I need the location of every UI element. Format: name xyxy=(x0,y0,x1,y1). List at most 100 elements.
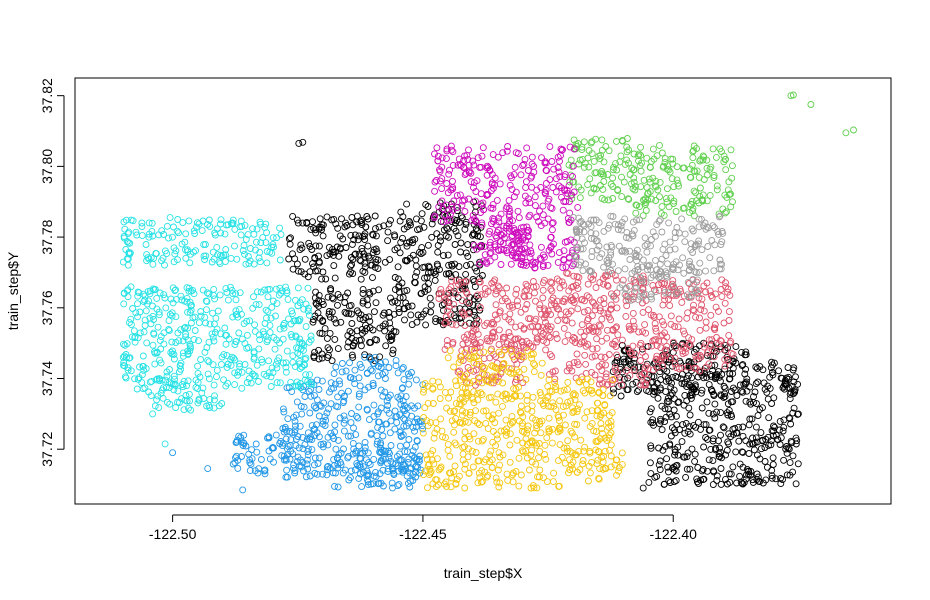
data-point xyxy=(169,449,177,457)
data-point xyxy=(712,373,720,381)
data-point xyxy=(464,418,472,426)
data-point xyxy=(545,246,553,254)
data-point xyxy=(373,432,381,440)
data-point xyxy=(120,290,128,297)
data-point xyxy=(327,287,335,295)
data-point xyxy=(579,267,587,275)
data-point xyxy=(361,253,369,261)
data-point xyxy=(299,434,307,441)
data-point xyxy=(687,240,695,248)
data-point xyxy=(231,242,238,250)
data-point xyxy=(717,337,724,344)
data-point xyxy=(418,289,425,297)
data-point xyxy=(171,381,179,389)
data-point xyxy=(334,345,342,353)
data-point xyxy=(195,319,203,327)
data-point xyxy=(512,188,520,196)
data-point xyxy=(739,480,747,488)
data-point xyxy=(444,440,452,448)
data-point xyxy=(429,385,437,393)
data-point xyxy=(171,250,179,258)
data-point xyxy=(217,360,225,368)
data-point xyxy=(355,392,363,400)
data-point xyxy=(166,214,174,222)
data-point xyxy=(409,447,417,455)
data-point xyxy=(258,358,266,366)
data-point xyxy=(375,223,383,231)
data-point xyxy=(354,414,362,422)
data-point xyxy=(664,405,672,413)
data-point xyxy=(132,309,140,317)
data-point xyxy=(282,435,290,443)
data-point xyxy=(711,400,719,408)
data-point xyxy=(658,149,666,157)
data-point xyxy=(518,447,526,455)
data-point xyxy=(503,428,511,436)
points-layer xyxy=(119,91,857,494)
data-point xyxy=(505,227,513,235)
data-point xyxy=(568,367,576,375)
data-point xyxy=(660,321,668,329)
data-point xyxy=(612,160,619,168)
data-point xyxy=(668,424,676,432)
data-point xyxy=(457,419,465,427)
data-point xyxy=(397,392,405,400)
data-point xyxy=(441,345,449,353)
data-point xyxy=(348,320,356,327)
data-point xyxy=(241,221,249,229)
data-point xyxy=(711,241,719,249)
data-point xyxy=(444,294,452,302)
data-point xyxy=(489,319,496,326)
data-point xyxy=(470,338,478,346)
data-point xyxy=(269,369,277,377)
data-point xyxy=(718,228,726,235)
data-point xyxy=(693,478,701,486)
data-point xyxy=(647,293,655,301)
data-point xyxy=(299,459,307,466)
data-point xyxy=(526,439,534,447)
plot-frame xyxy=(74,77,892,505)
data-point xyxy=(466,366,474,374)
data-point xyxy=(653,363,661,371)
data-point xyxy=(726,361,734,369)
data-point xyxy=(489,374,497,382)
data-point xyxy=(329,245,336,253)
data-point xyxy=(204,356,212,364)
data-point xyxy=(609,213,617,220)
data-point xyxy=(768,474,776,482)
data-point xyxy=(492,232,500,240)
data-point xyxy=(469,301,477,309)
data-point xyxy=(298,296,306,304)
data-point xyxy=(369,326,377,334)
data-point xyxy=(273,299,281,307)
data-point xyxy=(122,374,130,382)
data-point xyxy=(648,342,656,350)
data-point xyxy=(357,257,365,265)
data-point xyxy=(481,285,489,292)
data-point xyxy=(769,454,777,462)
data-point xyxy=(690,385,698,393)
data-point xyxy=(655,217,663,225)
data-point xyxy=(385,220,393,228)
data-point xyxy=(379,447,387,455)
data-point xyxy=(364,449,372,457)
data-point xyxy=(508,419,516,427)
data-point xyxy=(548,353,556,361)
data-point xyxy=(544,261,552,269)
data-point xyxy=(522,376,530,383)
data-point xyxy=(607,212,615,220)
data-point xyxy=(436,395,444,402)
data-point xyxy=(696,326,704,334)
data-point xyxy=(481,322,489,330)
data-point xyxy=(263,259,271,267)
data-point xyxy=(304,284,312,292)
data-point xyxy=(198,227,206,235)
data-point xyxy=(371,336,379,344)
data-point xyxy=(365,313,373,321)
data-point xyxy=(674,179,682,187)
data-point xyxy=(713,472,721,480)
data-point xyxy=(498,351,506,359)
data-point xyxy=(372,225,379,233)
data-point xyxy=(184,308,192,316)
data-point xyxy=(263,338,271,346)
